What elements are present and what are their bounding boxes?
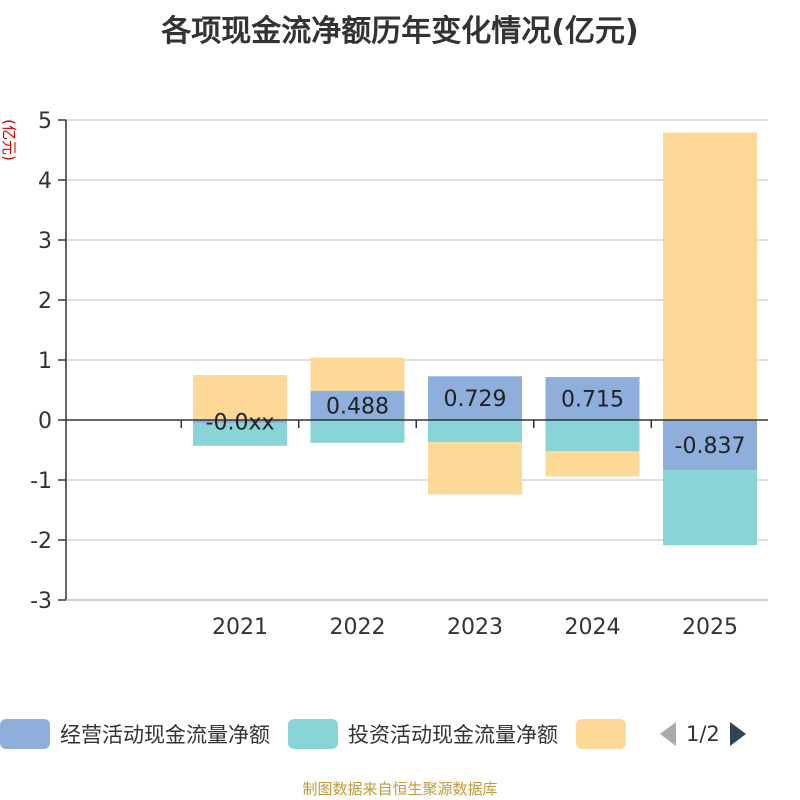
source-note: 制图数据来自恒生聚源数据库 <box>302 780 498 798</box>
legend-next-icon[interactable] <box>729 722 746 746</box>
chart-svg: -3 -2 -1 0 1 2 3 4 5 2021 2022 2023 2024 2025 -0.0xx 0… <box>0 109 768 640</box>
legend-page-indicator: 1/2 <box>686 722 720 746</box>
legend-swatch-investing <box>288 719 338 749</box>
y-tick-label: 2 <box>38 289 52 314</box>
bar-2021-s2 <box>193 375 287 420</box>
legend-swatch-operating <box>0 719 50 749</box>
legend-label-operating: 经营活动现金流量净额 <box>60 723 270 747</box>
x-tick-label: 2021 <box>212 615 268 640</box>
bar-2022-s1 <box>310 420 405 443</box>
x-tick-label: 2023 <box>447 615 503 640</box>
bar-2025-s0 <box>663 420 757 471</box>
x-tick-label: 2022 <box>330 615 386 640</box>
data-label: -0.0xx <box>206 411 275 436</box>
data-label: 0.715 <box>561 388 624 413</box>
bar-2024-s2 <box>545 451 640 477</box>
data-label: 0.729 <box>444 387 507 412</box>
y-tick-label: -1 <box>30 469 52 494</box>
axes: -3 -2 -1 0 1 2 3 4 5 2021 2022 2023 2024 2025 <box>30 109 768 640</box>
legend: 经营活动现金流量净额 投资活动现金流量净额 1/2 <box>0 716 800 752</box>
bar-2022-s0 <box>310 390 405 420</box>
legend-pager: 1/2 <box>660 722 746 746</box>
bar-2024-s0 <box>545 377 640 420</box>
legend-item-investing[interactable]: 投资活动现金流量净额 <box>288 719 558 749</box>
legend-item-third[interactable] <box>576 719 636 749</box>
bar-2021-s1 <box>193 423 287 446</box>
y-tick-label: -2 <box>30 529 52 554</box>
y-tick-label: 1 <box>38 349 52 374</box>
bar-2023-s0 <box>428 376 522 420</box>
bar-2021-s0 <box>193 420 287 423</box>
x-tick-label: 2024 <box>565 615 621 640</box>
legend-label-investing: 投资活动现金流量净额 <box>348 723 558 747</box>
y-tick-label: -3 <box>30 589 52 614</box>
grid-lines <box>66 119 768 601</box>
bar-2025-s2 <box>663 132 757 420</box>
y-tick-label: 5 <box>38 109 52 134</box>
bar-2025-s1 <box>663 470 757 546</box>
bar-2023-s1 <box>428 420 522 443</box>
bar-2023-s2 <box>428 442 522 495</box>
y-tick-label: 0 <box>38 409 52 434</box>
legend-swatch-third <box>576 719 626 749</box>
data-label: -0.837 <box>675 434 746 459</box>
y-axis-label: (亿元) <box>0 119 18 161</box>
y-tick-label: 3 <box>38 229 52 254</box>
bar-2022-s2 <box>310 357 405 391</box>
y-tick-label: 4 <box>38 169 52 194</box>
data-label: 0.488 <box>326 394 389 419</box>
x-tick-label: 2025 <box>682 615 738 640</box>
legend-item-operating[interactable]: 经营活动现金流量净额 <box>0 719 270 749</box>
bar-2024-s1 <box>545 420 640 452</box>
legend-prev-icon[interactable] <box>660 722 676 746</box>
data-labels: -0.0xx 0.488 0.729 0.715 -0.837 <box>206 387 746 459</box>
chart-title: 各项现金流净额历年变化情况(亿元) <box>161 14 639 49</box>
bars <box>193 132 757 546</box>
